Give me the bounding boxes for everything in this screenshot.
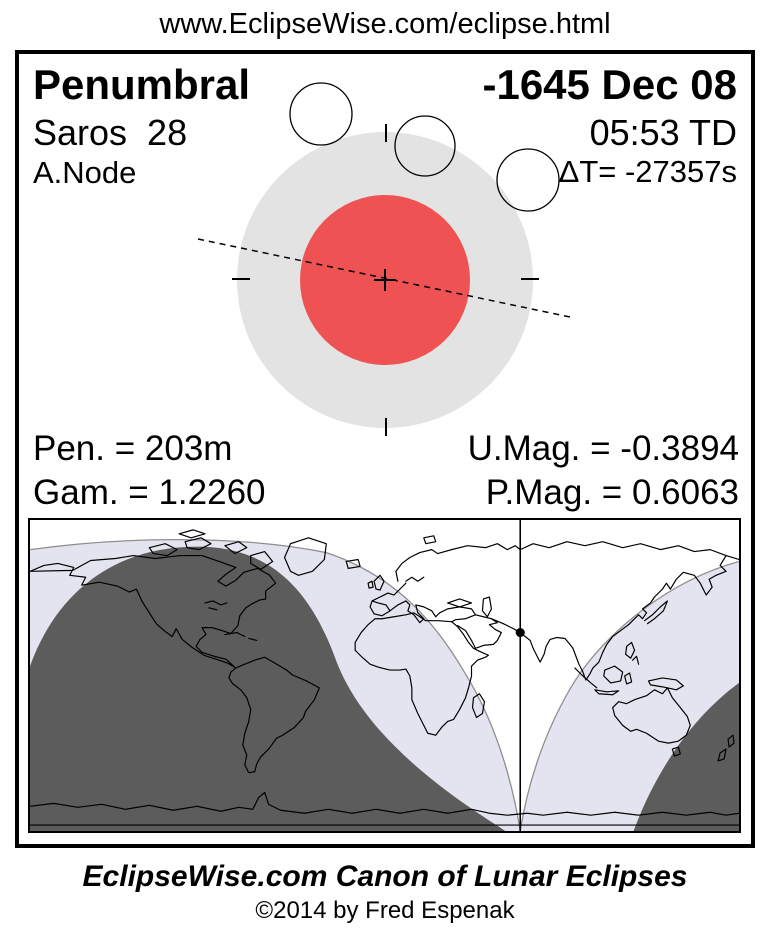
africa-coast [354,612,490,736]
caribbean-islands [224,631,258,642]
saros-label: Saros 28 [33,112,188,153]
eclipse-not-visible-region-east [633,682,739,831]
full-visibility-region [30,520,739,831]
penumbra-limit-west [30,538,521,831]
europe-coast [367,549,477,624]
north-america-coast [30,554,277,669]
eclipse-not-visible-region [30,546,506,831]
visibility-map [28,518,741,833]
moon-disk-2 [394,115,456,177]
delta-t-value: ΔT= -27357s [558,154,737,189]
world-map-svg [30,520,739,831]
southeast-asia-islands [574,641,684,696]
new-zealand [717,734,735,762]
footer-title: EclipseWise.com Canon of Lunar Eclipses [82,860,688,893]
eclipse-geometry-diagram [197,82,571,436]
eclipse-time: 05:53 TD [589,112,737,153]
penumbra-limit-east [519,560,739,831]
madagascar [471,693,486,719]
stat-gamma: Gam. = 1.2260 [33,473,266,512]
center-cross [374,269,396,291]
australia-coast [612,687,691,757]
arabia-coast [456,618,502,649]
black-sea [447,598,473,608]
stat-penumbral-magnitude: P.Mag. = 0.6063 [485,473,739,512]
asia-north-coast [437,541,739,561]
south-america-coast [228,656,320,774]
great-lakes [204,600,228,611]
page-url: www.EclipseWise.com/eclipse.html [159,8,611,40]
continent-outlines [30,529,739,826]
node-label: A.Node [33,155,137,190]
eclipse-type-label: Penumbral [33,61,251,108]
eclipse-date: -1645 Dec 08 [482,61,737,108]
greenland-coast [283,537,327,576]
footer-copyright: ©2014 by Fred Espenak [255,897,515,924]
arctic-islands [148,529,437,570]
asia-east-south-coast [474,554,727,681]
cardinal-ticks [232,124,539,436]
sublunar-point-dot [515,628,525,638]
stat-umbral-magnitude: U.Mag. = -0.3894 [467,429,739,468]
antarctica-coast [30,791,739,826]
caspian-sea [481,596,492,618]
moon-disk-3 [496,148,560,212]
moon-disk-1 [289,82,353,146]
stat-penumbral-duration: Pen. = 203m [33,429,233,468]
japan-islands [643,600,669,625]
eclipse-card: Penumbral Saros 28 A.Node -1645 Dec 08 0… [15,50,755,848]
